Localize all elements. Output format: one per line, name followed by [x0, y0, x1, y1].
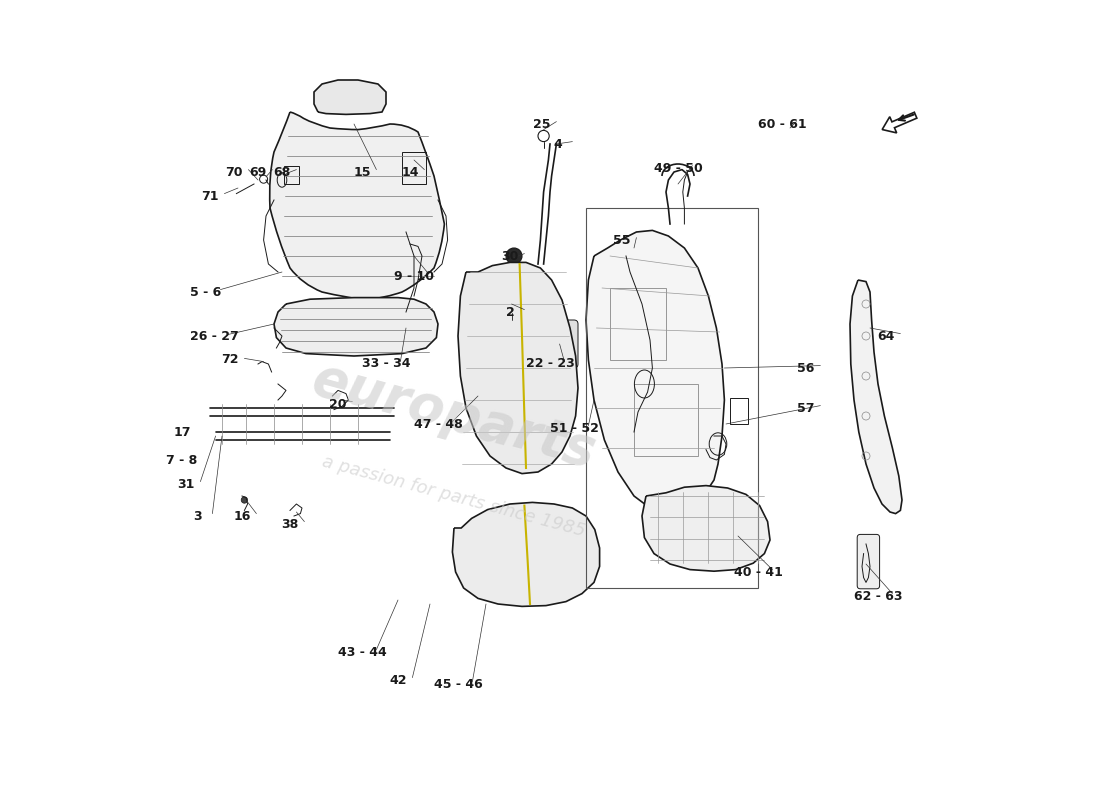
Text: 20: 20	[329, 398, 346, 410]
Text: 5 - 6: 5 - 6	[190, 286, 221, 298]
Text: 22 - 23: 22 - 23	[526, 358, 574, 370]
Text: 17: 17	[174, 426, 190, 438]
Text: 38: 38	[282, 518, 298, 530]
PathPatch shape	[458, 262, 578, 474]
Text: 31: 31	[177, 478, 195, 490]
Text: 42: 42	[389, 674, 407, 686]
Text: 26 - 27: 26 - 27	[189, 330, 239, 342]
Bar	[730, 398, 748, 424]
PathPatch shape	[642, 486, 770, 571]
Text: 68: 68	[274, 166, 290, 178]
Text: 30: 30	[502, 250, 519, 262]
PathPatch shape	[452, 502, 600, 606]
Text: 25: 25	[534, 118, 551, 130]
Text: 71: 71	[201, 190, 219, 202]
Text: 2: 2	[506, 306, 515, 318]
Text: 33 - 34: 33 - 34	[362, 358, 410, 370]
Text: 15: 15	[353, 166, 371, 178]
Text: 3: 3	[194, 510, 202, 522]
FancyBboxPatch shape	[541, 320, 578, 368]
PathPatch shape	[274, 298, 438, 356]
Bar	[402, 152, 426, 184]
Bar	[285, 166, 299, 184]
Text: 14: 14	[402, 166, 419, 178]
Text: 72: 72	[221, 354, 239, 366]
Bar	[586, 208, 758, 588]
Text: 16: 16	[233, 510, 251, 522]
Bar	[634, 384, 698, 456]
FancyBboxPatch shape	[857, 534, 880, 589]
Circle shape	[241, 497, 248, 503]
Text: 45 - 46: 45 - 46	[433, 678, 483, 690]
Text: 43 - 44: 43 - 44	[338, 646, 386, 658]
PathPatch shape	[586, 230, 725, 512]
Text: 70: 70	[226, 166, 243, 178]
Circle shape	[506, 248, 522, 264]
Bar	[610, 288, 665, 360]
Text: 7 - 8: 7 - 8	[166, 454, 198, 466]
Text: a passion for parts since 1985: a passion for parts since 1985	[320, 452, 587, 540]
Text: 57: 57	[798, 402, 815, 414]
PathPatch shape	[270, 112, 444, 300]
PathPatch shape	[314, 80, 386, 114]
Text: 47 - 48: 47 - 48	[414, 418, 462, 430]
Text: 49 - 50: 49 - 50	[653, 162, 703, 174]
Text: 69: 69	[250, 166, 266, 178]
Text: 60 - 61: 60 - 61	[758, 118, 806, 130]
Text: 64: 64	[878, 330, 894, 342]
Text: 4: 4	[553, 138, 562, 150]
Text: europarts: europarts	[307, 353, 602, 479]
Text: 55: 55	[614, 234, 630, 246]
Text: 56: 56	[798, 362, 815, 374]
Text: 40 - 41: 40 - 41	[734, 566, 782, 578]
Text: 9 - 10: 9 - 10	[394, 270, 435, 282]
Text: 62 - 63: 62 - 63	[854, 590, 902, 602]
PathPatch shape	[850, 280, 902, 514]
Text: 51 - 52: 51 - 52	[550, 422, 598, 434]
